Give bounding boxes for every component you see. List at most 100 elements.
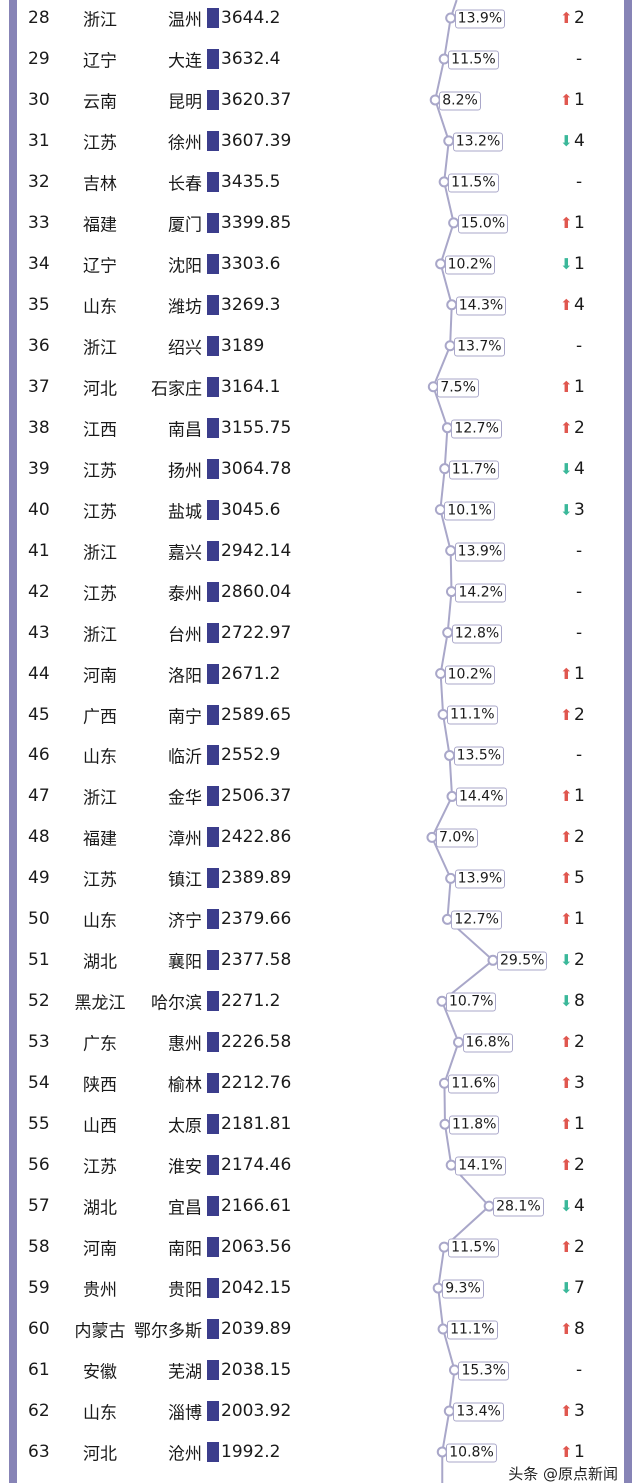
arrow-up-icon: ⬆ <box>560 787 573 806</box>
table-row: 49 江苏 镇江 2389.89 ⬆ 5 <box>0 858 640 899</box>
rank-cell: 45 <box>28 704 50 725</box>
rank-cell: 48 <box>28 827 50 848</box>
gdp-value: 2271.2 <box>221 991 281 1012</box>
arrow-up-icon: ⬆ <box>560 295 573 314</box>
bar-marker <box>207 458 219 479</box>
province-cell: 江西 <box>83 420 117 441</box>
gdp-value: 2377.58 <box>221 950 292 971</box>
table-row: 45 广西 南宁 2589.65 ⬆ 2 <box>0 694 640 735</box>
city-cell: 洛阳 <box>168 666 202 687</box>
rank-cell: 50 <box>28 909 50 930</box>
rank-cell: 54 <box>28 1073 50 1094</box>
bar-marker <box>207 704 219 725</box>
gdp-value: 2506.37 <box>221 786 292 807</box>
gdp-value: 3607.39 <box>221 130 292 151</box>
province-cell: 浙江 <box>83 10 117 31</box>
growth-label: 13.9% <box>454 869 506 889</box>
table-row: 56 江苏 淮安 2174.46 ⬆ 2 <box>0 1145 640 1186</box>
left-border <box>9 0 17 1483</box>
province-cell: 浙江 <box>83 543 117 564</box>
growth-label: 13.7% <box>454 337 505 357</box>
growth-label: 11.7% <box>448 460 500 480</box>
arrow-down-icon: ⬇ <box>560 254 573 273</box>
gdp-value: 3435.5 <box>221 171 281 192</box>
province-cell: 山西 <box>83 1116 117 1137</box>
arrow-up-icon: ⬆ <box>560 869 573 888</box>
arrow-up-icon: ⬆ <box>560 377 573 396</box>
growth-label: 13.9% <box>454 542 506 562</box>
table-row: 59 贵州 贵阳 2042.15 ⬇ 7 <box>0 1268 640 1309</box>
province-cell: 安徽 <box>83 1362 117 1383</box>
gdp-value: 2039.89 <box>221 1319 292 1340</box>
city-cell: 临沂 <box>168 747 202 768</box>
bar-marker <box>207 622 219 643</box>
rank-cell: 60 <box>28 1319 50 1340</box>
arrow-up-icon: ⬆ <box>560 1074 573 1093</box>
city-cell: 太原 <box>168 1116 202 1137</box>
growth-label: 13.2% <box>452 132 504 152</box>
rank-cell: 33 <box>28 212 50 233</box>
gdp-value: 2589.65 <box>221 704 292 725</box>
growth-label: 7.0% <box>435 828 478 848</box>
growth-label: 11.5% <box>448 173 499 193</box>
arrow-up-icon: ⬆ <box>560 1156 573 1175</box>
gdp-value: 2166.61 <box>221 1196 292 1217</box>
bar-marker <box>207 376 219 397</box>
gdp-value: 3303.6 <box>221 253 281 274</box>
province-cell: 黑龙江 <box>74 993 126 1014</box>
gdp-value: 3045.6 <box>221 499 281 520</box>
city-cell: 沈阳 <box>168 256 202 277</box>
table-row: 60 内蒙古 鄂尔多斯 2039.89 ⬆ 8 <box>0 1309 640 1350</box>
rank-cell: 28 <box>28 8 50 29</box>
right-border <box>624 0 632 1483</box>
province-cell: 河南 <box>83 666 117 687</box>
rank-change: 1 <box>574 909 585 930</box>
growth-label: 13.9% <box>454 9 506 29</box>
growth-label: 11.1% <box>447 1320 498 1340</box>
table-row: 48 福建 漳州 2422.86 ⬆ 2 <box>0 817 640 858</box>
bar-marker <box>207 253 219 274</box>
rank-change: 2 <box>574 827 585 848</box>
gdp-value: 2552.9 <box>221 745 281 766</box>
gdp-value: 3164.1 <box>221 376 281 397</box>
bar-marker <box>207 991 219 1012</box>
bar-marker <box>207 540 219 561</box>
city-cell: 徐州 <box>168 133 202 154</box>
growth-label: 15.0% <box>457 214 509 234</box>
province-cell: 福建 <box>83 215 117 236</box>
rank-cell: 32 <box>28 171 50 192</box>
arrow-up-icon: ⬆ <box>560 1238 573 1257</box>
gdp-value: 3620.37 <box>221 89 292 110</box>
city-cell: 济宁 <box>168 911 202 932</box>
table-row: 43 浙江 台州 2722.97 - <box>0 612 640 653</box>
growth-label: 11.6% <box>448 1074 499 1094</box>
arrow-up-icon: ⬆ <box>560 9 573 28</box>
rank-change: 7 <box>574 1278 585 1299</box>
growth-label: 7.5% <box>437 378 479 398</box>
rank-change: - <box>576 335 583 356</box>
rank-change: - <box>576 171 583 192</box>
arrow-down-icon: ⬇ <box>560 1197 573 1216</box>
rank-change: 3 <box>574 1073 585 1094</box>
city-cell: 盐城 <box>168 502 202 523</box>
rank-cell: 34 <box>28 253 50 274</box>
growth-label: 10.7% <box>445 992 497 1012</box>
bar-marker <box>207 1155 219 1176</box>
arrow-up-icon: ⬆ <box>560 1033 573 1052</box>
rank-change: 8 <box>574 1319 585 1340</box>
arrow-up-icon: ⬆ <box>560 1401 573 1420</box>
city-cell: 沧州 <box>168 1444 202 1465</box>
province-cell: 山东 <box>83 297 117 318</box>
growth-label: 29.5% <box>496 951 548 971</box>
arrow-up-icon: ⬆ <box>560 910 573 929</box>
province-cell: 浙江 <box>83 338 117 359</box>
bar-marker <box>207 1114 219 1135</box>
rank-change: - <box>576 48 583 69</box>
arrow-down-icon: ⬇ <box>560 459 573 478</box>
rank-cell: 35 <box>28 294 50 315</box>
city-cell: 长春 <box>168 174 202 195</box>
rank-change: - <box>576 622 583 643</box>
growth-label: 9.3% <box>442 1279 484 1299</box>
table-row: 35 山东 潍坊 3269.3 ⬆ 4 <box>0 284 640 325</box>
